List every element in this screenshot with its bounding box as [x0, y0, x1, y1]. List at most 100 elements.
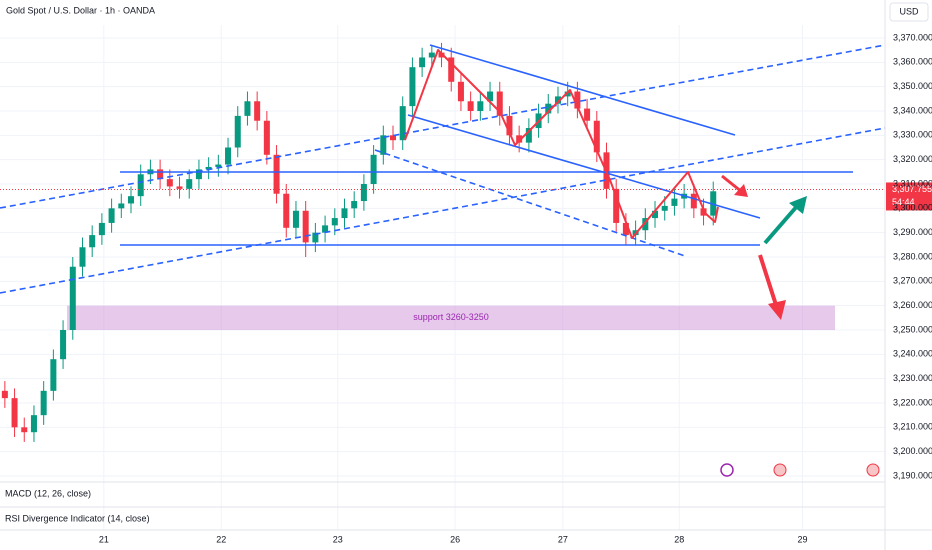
drawings: [0, 44, 886, 477]
currency-label: USD: [899, 6, 919, 16]
indicator-label: MACD (12, 26, close): [5, 488, 91, 498]
axes: 3,190.000 3,200.000 3,210.000 3,220.000 3,23…: [99, 32, 932, 544]
y-tick-label: 3,250.000: [893, 324, 932, 334]
y-tick-label: 3,370.000: [893, 32, 932, 42]
y-tick-label: 3,270.000: [893, 276, 932, 286]
candle-body: [360, 184, 367, 202]
candle-body: [118, 203, 125, 209]
currency-button[interactable]: [889, 2, 929, 22]
candle-body: [283, 193, 290, 228]
arrow-down: [758, 254, 786, 320]
candle-body: [622, 222, 629, 236]
last-price-label: 3,307.755: [892, 184, 932, 194]
x-tick-label: 21: [99, 534, 109, 544]
candle-body: [448, 57, 455, 82]
candle-body: [50, 359, 57, 391]
candle-body: [652, 210, 659, 219]
y-tick-label: 3,320.000: [893, 154, 932, 164]
candle-body: [438, 52, 445, 58]
y-tick-label: 3,330.000: [893, 130, 932, 140]
candle-body: [215, 164, 222, 167]
trend-line: [0, 127, 886, 294]
x-tick-label: 22: [216, 534, 226, 544]
candle-body: [671, 198, 678, 206]
x-tick-label: 23: [333, 534, 343, 544]
candle-body: [11, 398, 18, 428]
grid: [0, 25, 885, 530]
candle-body: [302, 210, 309, 243]
candle-body: [137, 174, 144, 197]
candle-body: [157, 169, 164, 180]
x-tick-label: 28: [674, 534, 684, 544]
candle-body: [642, 218, 649, 231]
candle-body: [89, 235, 96, 248]
y-tick-label: 3,300.000: [893, 203, 932, 213]
chart-title: Gold Spot / U.S. Dollar · 1h · OANDA: [6, 5, 155, 15]
event-icon[interactable]: [866, 463, 880, 477]
arrow-up: [763, 196, 807, 245]
event-icon[interactable]: [773, 463, 787, 477]
candle-body: [176, 186, 183, 189]
y-tick-label: 3,260.000: [893, 300, 932, 310]
candle-body: [341, 208, 348, 219]
candle-body: [554, 96, 561, 104]
last-price-group: 3,307.755 54:44: [0, 182, 932, 211]
y-tick-label: 3,190.000: [893, 470, 932, 480]
candle-body: [419, 57, 426, 68]
candle-body: [322, 225, 329, 233]
countdown-label: 54:44: [892, 197, 915, 207]
candle-body: [263, 120, 270, 155]
candle-body: [409, 67, 416, 107]
candle-body: [225, 147, 232, 165]
candle-body: [331, 218, 338, 226]
candle-body: [79, 247, 86, 267]
y-tick-label: 3,210.000: [893, 422, 932, 432]
y-tick-label: 3,200.000: [893, 446, 932, 456]
candle-body: [574, 91, 581, 109]
candle-body: [273, 154, 280, 194]
y-tick-label: 3,230.000: [893, 373, 932, 383]
event-icon[interactable]: [720, 463, 734, 477]
candle-body: [351, 201, 358, 209]
x-tick-label: 27: [558, 534, 568, 544]
indicator-label: RSI Divergence Indicator (14, close): [5, 513, 150, 523]
candle-body: [244, 101, 251, 116]
candle-body: [127, 196, 135, 204]
last-price-box: [886, 182, 932, 211]
candle-body: [525, 128, 532, 143]
candle-body: [584, 108, 591, 121]
candle-body: [487, 91, 494, 102]
zigzag: [404, 49, 719, 239]
channel-line: [407, 114, 761, 219]
x-tick-label: 26: [450, 534, 460, 544]
candle-body: [613, 188, 620, 223]
candle-body: [370, 154, 377, 184]
channel-line: [374, 149, 686, 257]
support-zone-group: support 3260-3250: [67, 305, 835, 330]
y-tick-label: 3,240.000: [893, 349, 932, 359]
y-tick-label: 3,340.000: [893, 105, 932, 115]
support-label: support 3260-3250: [413, 312, 489, 322]
x-tick-label: 29: [798, 534, 808, 544]
candle-body: [457, 81, 464, 102]
candle-body: [467, 101, 474, 111]
candle-body: [545, 103, 552, 114]
candle-body: [69, 266, 76, 330]
y-tick-label: 3,220.000: [893, 397, 932, 407]
candle-body: [205, 166, 212, 170]
candle-body: [98, 222, 105, 236]
candle-body: [496, 91, 503, 116]
candles: [1, 42, 717, 442]
candle-body: [477, 101, 484, 111]
candle-body: [254, 101, 261, 121]
candle-body: [710, 191, 717, 216]
channel-line: [429, 44, 736, 136]
candle-body: [380, 135, 387, 155]
y-tick-label: 3,310.000: [893, 178, 932, 188]
candle-body: [1, 390, 8, 399]
candle-body: [30, 415, 37, 433]
candle-body: [428, 52, 435, 58]
candle-body: [166, 179, 173, 187]
